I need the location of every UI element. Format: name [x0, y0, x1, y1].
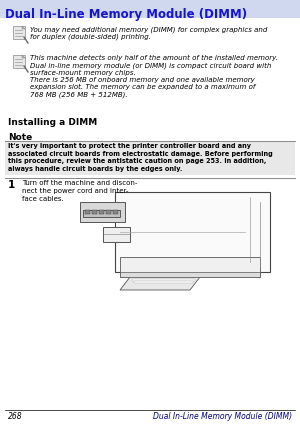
Text: Dual In-Line Memory Module (DIMM): Dual In-Line Memory Module (DIMM): [5, 8, 247, 21]
Text: Installing a DIMM: Installing a DIMM: [8, 118, 97, 127]
Polygon shape: [83, 210, 120, 217]
Text: Note: Note: [8, 133, 32, 142]
Bar: [5, 142, 295, 175]
Bar: [115, 192, 270, 272]
Text: 268: 268: [8, 412, 22, 421]
Polygon shape: [120, 277, 200, 290]
Bar: [13, 26, 25, 39]
Text: This machine detects only half of the amount of the installed memory.
Dual in-li: This machine detects only half of the am…: [30, 55, 278, 97]
Bar: [106, 210, 111, 214]
Bar: [113, 210, 118, 214]
Bar: [99, 210, 104, 214]
Bar: [85, 210, 90, 214]
Text: You may need additional memory (DIMM) for complex graphics and
for duplex (doubl: You may need additional memory (DIMM) fo…: [30, 26, 267, 40]
Polygon shape: [22, 55, 25, 58]
Polygon shape: [134, 281, 193, 283]
Bar: [13, 55, 25, 68]
Text: 1: 1: [8, 180, 15, 190]
Bar: [120, 272, 260, 277]
Polygon shape: [80, 202, 125, 222]
Bar: [0, 0, 300, 18]
Polygon shape: [103, 227, 130, 242]
Text: It's very important to protect the printer controller board and any
associated c: It's very important to protect the print…: [8, 143, 273, 172]
Polygon shape: [132, 279, 195, 281]
Bar: [92, 210, 97, 214]
Text: Turn off the machine and discon-
nect the power cord and inter-
face cables.: Turn off the machine and discon- nect th…: [22, 180, 137, 202]
Polygon shape: [22, 26, 25, 29]
Bar: [120, 257, 260, 277]
Text: Dual In-Line Memory Module (DIMM): Dual In-Line Memory Module (DIMM): [153, 412, 292, 421]
